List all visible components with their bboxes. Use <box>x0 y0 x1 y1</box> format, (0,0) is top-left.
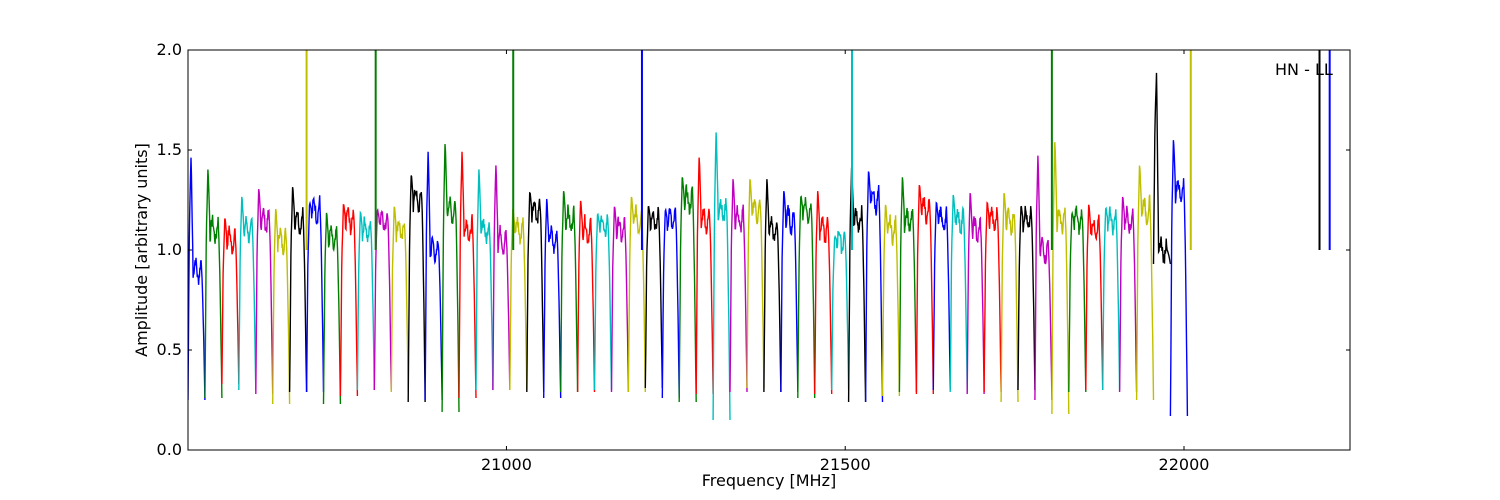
series-line <box>543 198 562 399</box>
tick-layer: 21000 21500 22000 0.0 0.5 1.0 1.5 2.0 <box>157 40 1350 474</box>
series-line <box>1169 140 1189 417</box>
series-line <box>610 206 630 393</box>
series-line <box>272 208 291 405</box>
series-line <box>188 157 206 401</box>
x-tick-label: 22000 <box>1159 455 1210 474</box>
series-line <box>881 204 901 397</box>
series-line <box>424 151 443 401</box>
series-line <box>814 191 833 395</box>
y-tick-label: 1.0 <box>157 240 182 259</box>
series-line <box>831 230 850 391</box>
series-line <box>305 195 325 393</box>
series-line <box>390 206 409 393</box>
series-line <box>1085 204 1104 391</box>
series-line <box>712 132 731 421</box>
series-line <box>661 207 680 399</box>
series-line <box>678 177 697 403</box>
series-line <box>593 212 613 391</box>
series-line <box>1118 196 1138 393</box>
series-line <box>322 212 342 405</box>
series-line <box>898 177 918 393</box>
y-tick-label: 0.5 <box>157 340 182 359</box>
series-line <box>373 207 392 391</box>
series-line <box>746 179 765 389</box>
series-line <box>1135 165 1155 401</box>
series-line <box>255 188 274 395</box>
series-line <box>407 175 426 403</box>
series-line <box>1000 193 1019 403</box>
y-tick-label: 1.5 <box>157 140 182 159</box>
series-line <box>949 194 968 393</box>
series-line <box>339 204 359 397</box>
series-line <box>797 195 816 399</box>
x-tick-label: 21000 <box>481 455 532 474</box>
series-layer <box>188 50 1331 421</box>
series-line <box>729 179 748 393</box>
series-line <box>966 193 985 395</box>
y-tick-label: 0.0 <box>157 440 182 459</box>
series-line <box>932 201 951 391</box>
series-line <box>1017 205 1036 391</box>
y-tick-label: 2.0 <box>157 40 182 59</box>
series-line <box>204 169 223 399</box>
series-line <box>763 179 782 393</box>
series-line <box>288 187 308 393</box>
series-line <box>1101 206 1121 391</box>
series-line <box>238 196 257 391</box>
series-line <box>492 165 511 391</box>
series-line <box>458 151 477 399</box>
annotation-label: HN - LL <box>1275 60 1333 79</box>
x-axis-label: Frequency [MHz] <box>702 471 836 490</box>
series-line <box>864 171 884 403</box>
series-line <box>221 218 240 385</box>
series-line <box>560 190 579 393</box>
series-line <box>475 169 494 391</box>
series-line <box>1152 72 1172 265</box>
series-line <box>356 210 375 391</box>
series-line <box>526 191 545 393</box>
series-line <box>1068 205 1087 393</box>
y-axis-label: Amplitude [arbitrary units] <box>132 143 151 357</box>
series-line <box>983 201 1002 393</box>
x-tick-label: 21500 <box>820 455 871 474</box>
series-line <box>1034 155 1053 401</box>
series-line <box>441 144 460 413</box>
series-line <box>644 205 663 389</box>
series-line <box>780 190 799 393</box>
series-line <box>1051 142 1070 415</box>
series-line <box>576 200 596 393</box>
series-line <box>695 157 714 395</box>
series-line <box>915 184 934 395</box>
